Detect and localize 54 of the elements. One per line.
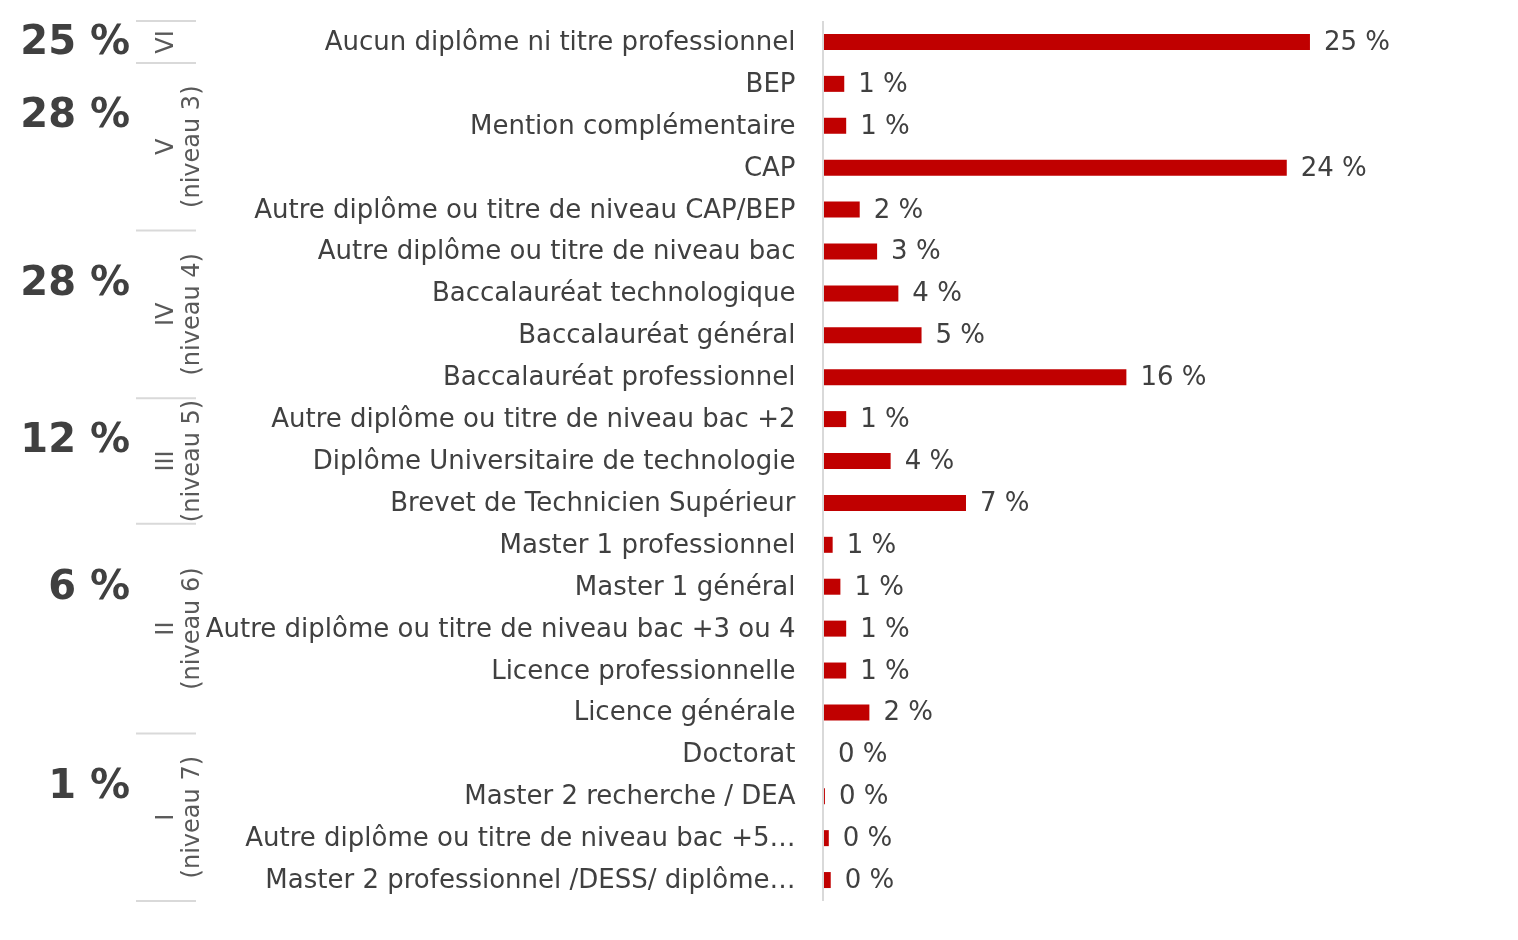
y-tick-label: Autre diplôme ou titre de niveau bac +3 ou 4 [205, 612, 796, 643]
y-tick-label: Autre diplôme ou titre de niveau bac +5… [245, 822, 796, 853]
y-tick-label: Brevet de Technicien Supérieur [390, 486, 796, 517]
y-tick-label: Master 2 recherche / DEA [464, 780, 796, 811]
text: IV (niveau 4) [151, 253, 205, 376]
y-tick-label: Master 1 général [574, 570, 796, 601]
text: V (niveau 3) [151, 85, 205, 208]
data-label: 0 % [844, 864, 895, 895]
data-label: 1 % [860, 612, 910, 643]
y-tick-label: Baccalauréat général [518, 319, 796, 350]
text: 6 % [48, 561, 130, 608]
y-tick-label: CAP [743, 151, 796, 182]
data-label: 4 % [904, 445, 955, 475]
y-tick-label: Autre diplôme ou titre de niveau CAP/BEP [254, 193, 796, 224]
y-tick-label: BEP [745, 67, 796, 98]
data-label: 1 % [860, 654, 910, 685]
data-label: 1 % [854, 570, 904, 601]
data-label: 2 % [883, 696, 933, 727]
data-label: 1 % [858, 67, 908, 98]
y-tick-label: Baccalauréat professionnel [442, 361, 796, 392]
y-tick-label: Autre diplôme ou titre de niveau bac [317, 235, 796, 266]
y-tick-label: Master 2 professionnel /DESS/ diplôme… [265, 864, 796, 895]
y-tick-label: Licence professionnelle [491, 654, 796, 685]
data-label: 0 % [837, 738, 888, 769]
text: III (niveau 5) [151, 399, 205, 523]
y-tick-label: Baccalauréat technologique [431, 277, 796, 308]
y-tick-label: Master 1 professionnel [499, 528, 796, 559]
text: 12 % [20, 415, 130, 462]
data-label: 1 % [846, 528, 897, 559]
text: 28 % [20, 90, 130, 137]
y-tick-label: Diplôme Universitaire de technologie [312, 445, 796, 475]
data-label: 2 % [873, 193, 924, 224]
data-label: 25 % [1323, 25, 1391, 56]
data-label: 7 % [980, 486, 1030, 517]
data-label: 4 % [912, 277, 962, 308]
text: I (niveau 7) [151, 756, 205, 879]
data-label: 0 % [838, 780, 889, 811]
data-label: 16 % [1140, 361, 1207, 392]
text: 1 % [48, 760, 130, 807]
text: II (niveau 6) [151, 567, 205, 690]
y-tick-label: Licence générale [573, 696, 796, 727]
y-tick-label: Autre diplôme ou titre de niveau bac +2 [271, 403, 796, 434]
y-tick-label: Mention complémentaire [470, 109, 796, 140]
data-label: 5 % [935, 319, 986, 350]
data-label: 1 % [860, 403, 910, 434]
data-label: 1 % [860, 109, 910, 140]
text: 25 % [20, 16, 130, 63]
y-tick-label: Aucun diplôme ni titre professionnel [324, 25, 796, 56]
y-tick-label: Doctorat [682, 738, 796, 769]
data-label: 0 % [842, 822, 893, 853]
text: 28 % [20, 257, 130, 304]
text: VI [151, 30, 179, 54]
data-label: 3 % [891, 235, 941, 266]
data-label: 24 % [1300, 151, 1367, 182]
